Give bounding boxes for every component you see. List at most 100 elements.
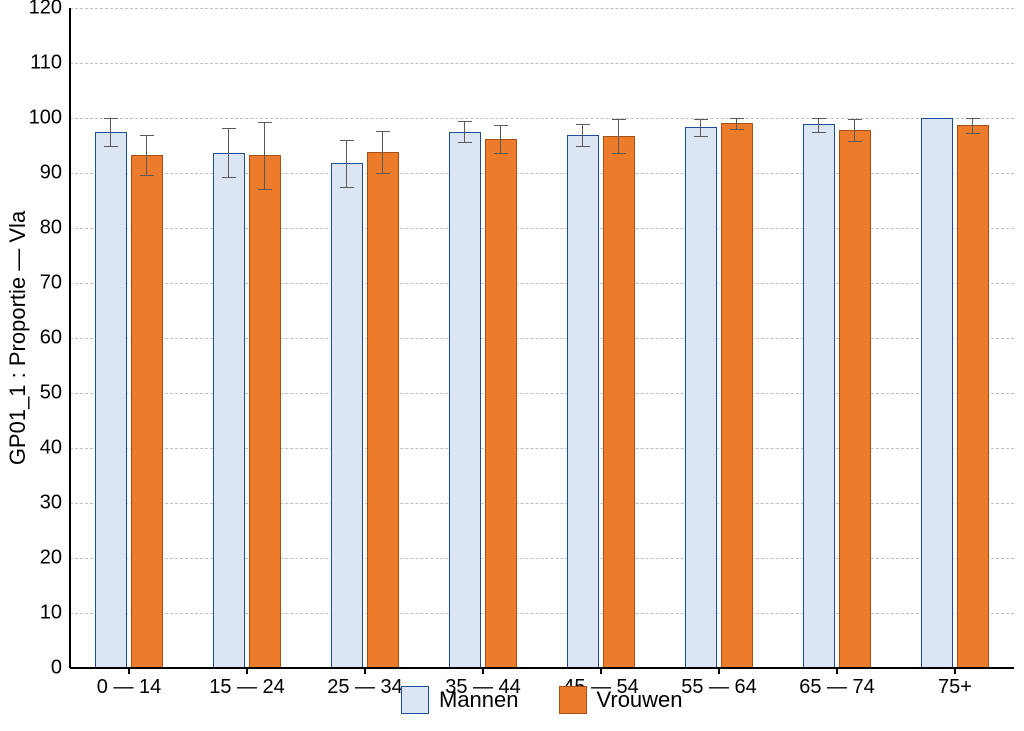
y-tick-label: 100 (29, 107, 62, 130)
error-cap (730, 129, 744, 130)
error-cap (340, 187, 354, 188)
error-bar (146, 135, 147, 176)
error-cap (494, 153, 508, 154)
legend-label: Mannen (439, 687, 519, 713)
grid-line (70, 8, 1014, 9)
grid-line (70, 338, 1014, 339)
error-cap (104, 146, 118, 147)
y-tick-label: 120 (29, 0, 62, 20)
legend-item: Vrouwen (559, 686, 683, 714)
error-cap (612, 119, 626, 120)
y-tick-label: 10 (40, 602, 62, 625)
bar (95, 132, 127, 668)
error-cap (966, 118, 980, 119)
error-cap (612, 153, 626, 154)
y-tick-label: 40 (40, 437, 62, 460)
bar (921, 118, 953, 668)
grid-line (70, 558, 1014, 559)
x-category-label: 75+ (938, 676, 972, 699)
error-cap (576, 146, 590, 147)
error-bar (264, 122, 265, 189)
x-tick (364, 668, 366, 674)
error-bar (582, 124, 583, 146)
x-category-label: 55 — 64 (681, 676, 757, 699)
error-bar (736, 118, 737, 129)
error-cap (848, 119, 862, 120)
y-tick-label: 70 (40, 272, 62, 295)
legend-label: Vrouwen (597, 687, 683, 713)
error-bar (228, 128, 229, 178)
y-axis-line (69, 8, 71, 668)
error-cap (258, 122, 272, 123)
error-bar (700, 119, 701, 136)
grid-line (70, 613, 1014, 614)
grid-line (70, 118, 1014, 119)
y-tick-label: 90 (40, 162, 62, 185)
grid-line (70, 503, 1014, 504)
error-cap (376, 131, 390, 132)
error-cap (104, 118, 118, 119)
legend-item: Mannen (401, 686, 519, 714)
error-bar (818, 118, 819, 132)
y-tick-label: 60 (40, 327, 62, 350)
error-cap (576, 124, 590, 125)
error-bar (464, 121, 465, 142)
grid-line (70, 228, 1014, 229)
legend-swatch (401, 686, 429, 714)
y-tick-label: 110 (30, 52, 62, 75)
error-cap (222, 177, 236, 178)
x-category-label: 0 — 14 (97, 676, 161, 699)
error-bar (500, 125, 501, 154)
bar (721, 123, 753, 668)
y-axis-title: GP01_1 : Proportie — Vla (5, 211, 31, 465)
error-cap (258, 189, 272, 190)
bar (213, 153, 245, 668)
error-cap (140, 135, 154, 136)
error-cap (694, 136, 708, 137)
error-bar (382, 131, 383, 173)
legend: Mannen Vrouwen (401, 686, 683, 714)
bar (603, 136, 635, 668)
grid-line (70, 283, 1014, 284)
y-tick-label: 30 (40, 492, 62, 515)
bar (685, 127, 717, 668)
legend-swatch (559, 686, 587, 714)
x-tick (600, 668, 602, 674)
grid-line (70, 173, 1014, 174)
error-cap (140, 175, 154, 176)
bar (839, 130, 871, 668)
error-bar (346, 140, 347, 187)
y-tick-label: 0 (51, 657, 62, 680)
y-tick-label: 20 (40, 547, 62, 570)
x-tick (718, 668, 720, 674)
x-category-label: 65 — 74 (799, 676, 875, 699)
error-cap (376, 173, 390, 174)
y-tick-label: 50 (40, 382, 62, 405)
error-bar (972, 118, 973, 133)
bar (249, 155, 281, 668)
grid-line (70, 448, 1014, 449)
x-tick (128, 668, 130, 674)
bar (957, 125, 989, 668)
error-cap (340, 140, 354, 141)
error-bar (110, 118, 111, 146)
x-axis-line (70, 667, 1014, 669)
grid-line (70, 393, 1014, 394)
bar (449, 132, 481, 668)
bar (567, 135, 599, 669)
error-cap (222, 128, 236, 129)
bar-chart: 0102030405060708090100110120GP01_1 : Pro… (0, 0, 1024, 731)
error-cap (730, 118, 744, 119)
bar (485, 139, 517, 668)
error-cap (812, 118, 826, 119)
plot-area (70, 8, 1014, 668)
error-cap (494, 125, 508, 126)
error-cap (694, 119, 708, 120)
error-cap (848, 141, 862, 142)
error-cap (458, 142, 472, 143)
x-category-label: 25 — 34 (327, 676, 403, 699)
bar (131, 155, 163, 668)
error-bar (618, 119, 619, 153)
x-tick (954, 668, 956, 674)
error-cap (966, 133, 980, 134)
